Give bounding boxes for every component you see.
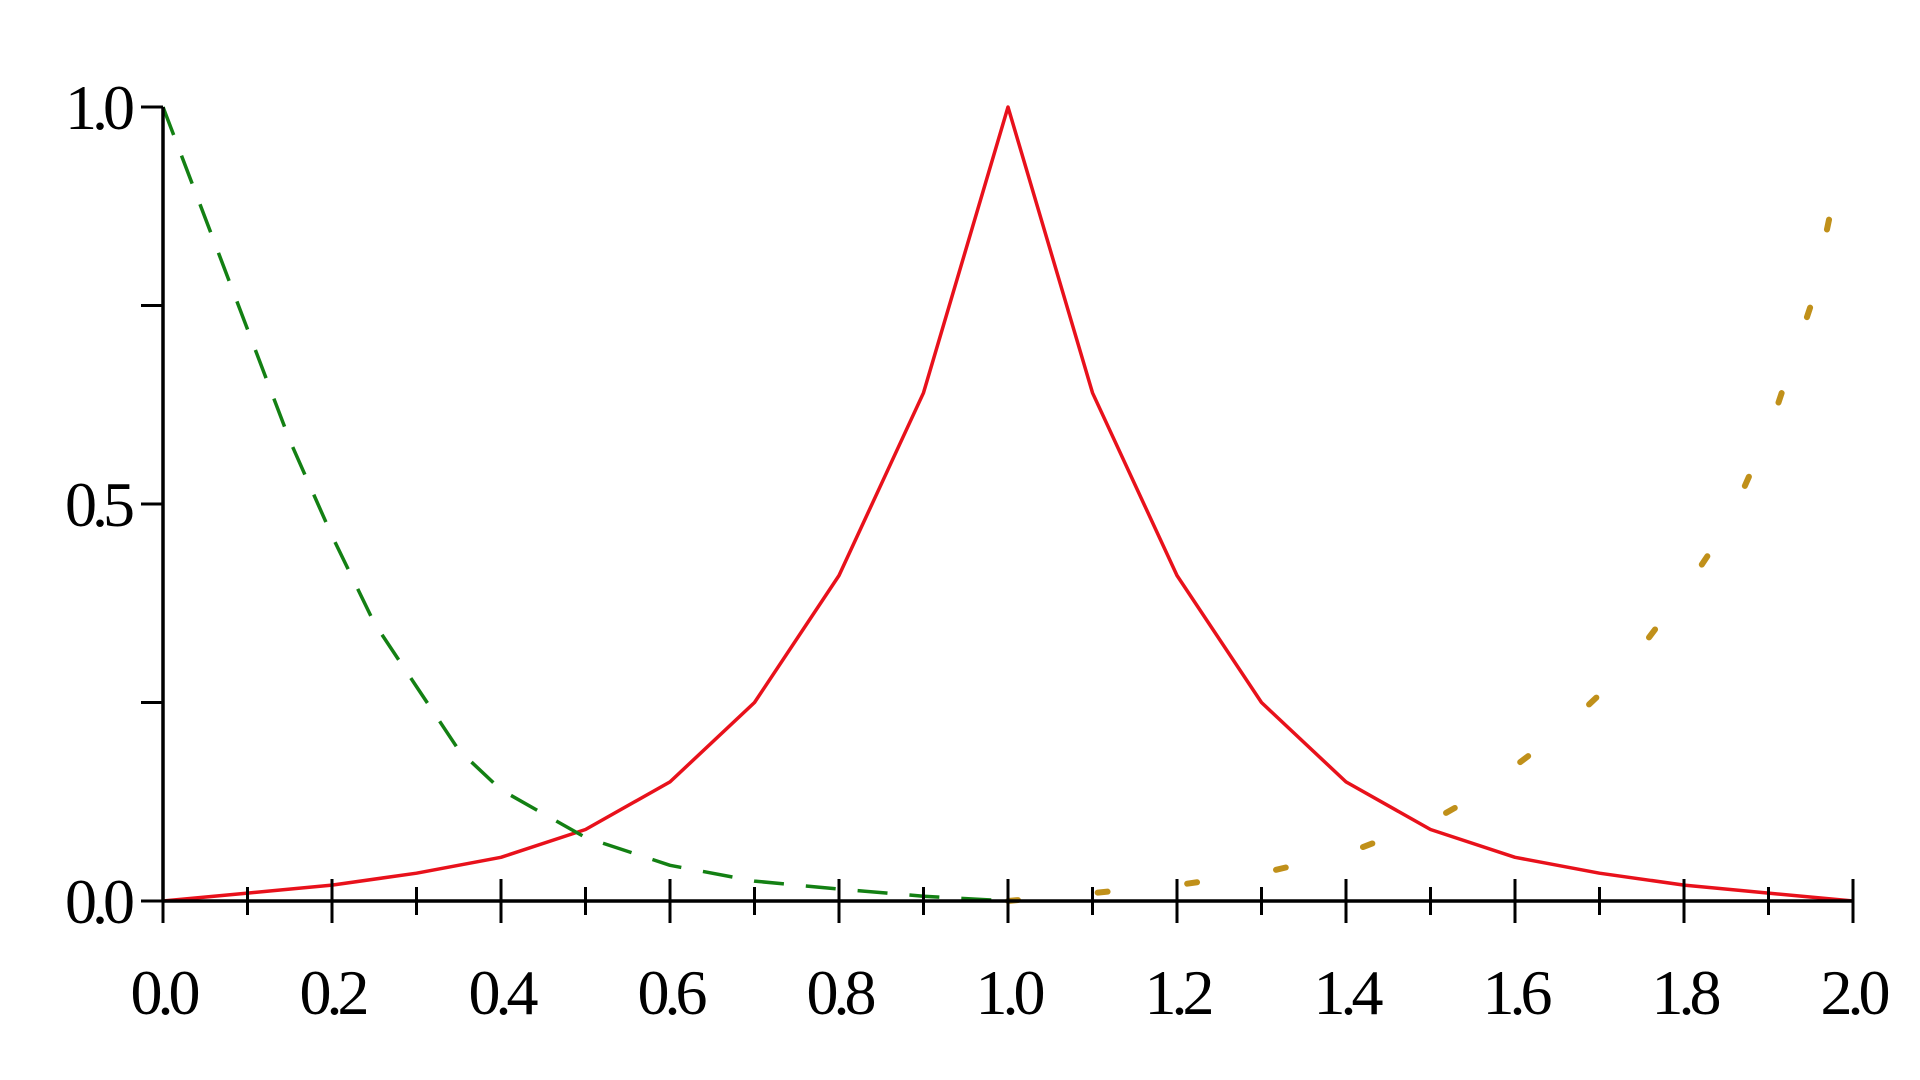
axes-layer — [161, 107, 1853, 903]
x-tick-label: 0.2 — [300, 957, 367, 1028]
x-tick-label: 1.2 — [1145, 957, 1212, 1028]
series-layer — [161, 105, 1854, 904]
x-tick-label: 1.6 — [1483, 957, 1552, 1028]
x-tick-label: 0.0 — [131, 957, 199, 1028]
ticks-layer: 0.0 0.2 0.4 0.6 0.8 1.0 1.2 1.4 1.6 1.8 2.0 0.0 0.5 1… — [65, 72, 1894, 1028]
x-tick-label: 1.0 — [976, 957, 1044, 1028]
x-tick-label: 2.0 — [1821, 957, 1889, 1028]
series-solid-line — [162, 105, 1854, 903]
y-tick-label: 0.5 — [65, 469, 133, 540]
x-tick-label: 0.8 — [807, 957, 875, 1028]
series-dashed-line — [161, 106, 1009, 903]
y-tick-label: 0.0 — [65, 866, 133, 937]
series-dotted-line — [1005, 183, 1840, 904]
x-tick-label: 1.8 — [1652, 957, 1720, 1028]
x-tick-label: 1.4 — [1314, 957, 1383, 1028]
x-tick-label: 0.4 — [469, 957, 538, 1028]
x-tick-label: 0.6 — [638, 957, 707, 1028]
y-tick-label: 1.0 — [65, 72, 133, 143]
